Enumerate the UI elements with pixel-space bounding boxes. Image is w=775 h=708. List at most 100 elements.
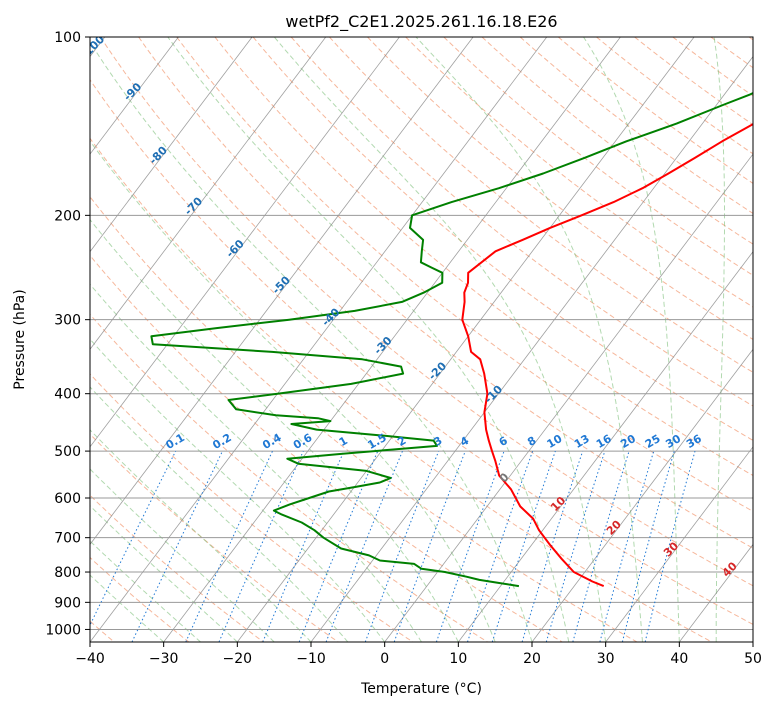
moist-adiabat <box>90 140 496 642</box>
x-tick-label: 40 <box>670 651 688 667</box>
dry-adiabat-label: -40 <box>319 305 342 328</box>
mixing-ratio-line <box>393 450 466 642</box>
x-tick-label: −30 <box>149 651 179 667</box>
x-tick-label: 0 <box>380 651 389 667</box>
dry-adiabat <box>634 37 753 126</box>
x-tick-label: −20 <box>223 651 253 667</box>
temperature-profile <box>461 123 753 588</box>
mixing-ratio-line <box>435 450 505 642</box>
mixing-ratio-line <box>491 450 556 642</box>
y-tick-label: 500 <box>54 444 81 460</box>
isotherm <box>90 37 400 448</box>
dry-adiabat-label: -50 <box>270 273 293 296</box>
isotherm <box>752 641 753 642</box>
isotherm <box>310 55 753 642</box>
y-tick-label: 1000 <box>45 622 81 638</box>
dry-adiabat <box>90 313 488 642</box>
mixing-ratio-label: 0.2 <box>210 431 233 452</box>
mixing-ratio-label: 10 <box>545 432 565 451</box>
moist-adiabats <box>90 37 725 642</box>
isotherm <box>384 153 753 642</box>
dry-adiabat <box>90 196 638 642</box>
moist-adiabat <box>90 218 459 642</box>
y-axis-label: Pressure (hPa) <box>12 289 28 389</box>
dry-adiabat <box>710 37 753 69</box>
dry-adiabat-label: -70 <box>182 194 205 217</box>
moist-adiabat <box>90 283 422 642</box>
dry-adiabat <box>138 37 753 549</box>
dry-adiabat <box>367 37 753 340</box>
mixing-ratio-label: 6 <box>497 434 510 449</box>
mixing-ratio-label: 1 <box>337 434 350 449</box>
y-tick-label: 800 <box>54 565 81 581</box>
moist-adiabat <box>415 37 643 642</box>
y-tick-label: 200 <box>54 208 81 224</box>
isotherm <box>679 543 753 642</box>
mixing-ratio-label: 4 <box>458 434 471 449</box>
x-tick-label: 10 <box>449 651 467 667</box>
dry-adiabat <box>290 37 753 407</box>
dry-adiabat <box>99 37 753 587</box>
dry-adiabat <box>214 37 753 477</box>
y-tick-label: 600 <box>54 491 81 507</box>
plot-frame <box>89 36 754 643</box>
isotherm <box>90 37 179 155</box>
y-tick-label: 300 <box>54 313 81 329</box>
axes: −40 −30 −20 −10 0 10 20 30 40 5010020030040050060… <box>45 30 762 667</box>
isobars <box>90 37 753 630</box>
x-tick-label: −10 <box>296 651 326 667</box>
x-tick-label: 20 <box>523 651 541 667</box>
moist-adiabat <box>167 37 570 642</box>
mixing-ratio-label: 0.4 <box>260 431 284 452</box>
isotherms <box>90 37 753 642</box>
dry-adiabat <box>405 37 753 308</box>
mixing-ratio-line <box>262 450 345 642</box>
x-axis-label: Temperature (°C) <box>360 681 482 697</box>
mixing-ratio-line <box>545 450 606 642</box>
isotherm <box>605 446 753 642</box>
isotherm <box>163 37 621 642</box>
moist-adiabat <box>90 41 533 642</box>
isotherm <box>90 37 327 350</box>
y-tick-label: 100 <box>54 30 81 46</box>
isotherm <box>90 37 253 253</box>
x-tick-label: 50 <box>744 651 762 667</box>
dry-adiabat-label: -90 <box>121 80 144 103</box>
y-tick-label: 900 <box>54 595 81 611</box>
isotherm <box>90 37 548 642</box>
dry-adiabat <box>443 37 753 276</box>
mixing-ratio-label: 0.1 <box>164 431 187 452</box>
dry-adiabat <box>90 494 264 642</box>
isotherm <box>90 37 474 546</box>
isotherm <box>237 37 695 642</box>
dry-adiabat <box>90 78 753 625</box>
chart-title: wetPf2_C2E1.2025.261.16.18.E26 <box>285 12 557 32</box>
mixing-ratio-line <box>298 450 379 642</box>
moist-adiabat <box>713 37 725 642</box>
mixing-ratio-line <box>218 450 304 642</box>
moist-adiabat <box>583 37 680 642</box>
mixing-ratio-label: 16 <box>594 432 614 451</box>
x-tick-label: −40 <box>75 651 105 667</box>
moist-adiabat <box>90 468 275 642</box>
dry-adiabat <box>90 254 563 642</box>
mixing-ratio-line <box>572 450 630 642</box>
dry-adiabat <box>252 37 753 441</box>
mixing-ratio-line <box>467 450 534 642</box>
mixing-ratio-lines <box>90 450 696 642</box>
moist-adiabat <box>90 429 312 642</box>
dry-adiabat <box>90 137 712 642</box>
mixing-ratio-label: 30 <box>663 432 683 451</box>
mixing-ratio-line <box>364 450 440 642</box>
dry-adiabat <box>176 37 753 513</box>
dry-adiabat-label: -60 <box>224 237 247 260</box>
moist-adiabat <box>90 540 201 642</box>
plot-area: 0.1 0.2 0.4 0.6 1 1.5 2 3 4 6 8 10 13 16 20 25 30 36-100-… <box>90 37 753 642</box>
dry-adiabat <box>519 37 753 215</box>
dry-adiabat <box>90 433 339 642</box>
dewpoint-profile <box>150 92 753 588</box>
isotherm <box>531 348 753 642</box>
dry-adiabat <box>90 556 190 642</box>
mixing-ratio-label: 13 <box>572 432 592 451</box>
dry-adiabat <box>672 37 753 97</box>
